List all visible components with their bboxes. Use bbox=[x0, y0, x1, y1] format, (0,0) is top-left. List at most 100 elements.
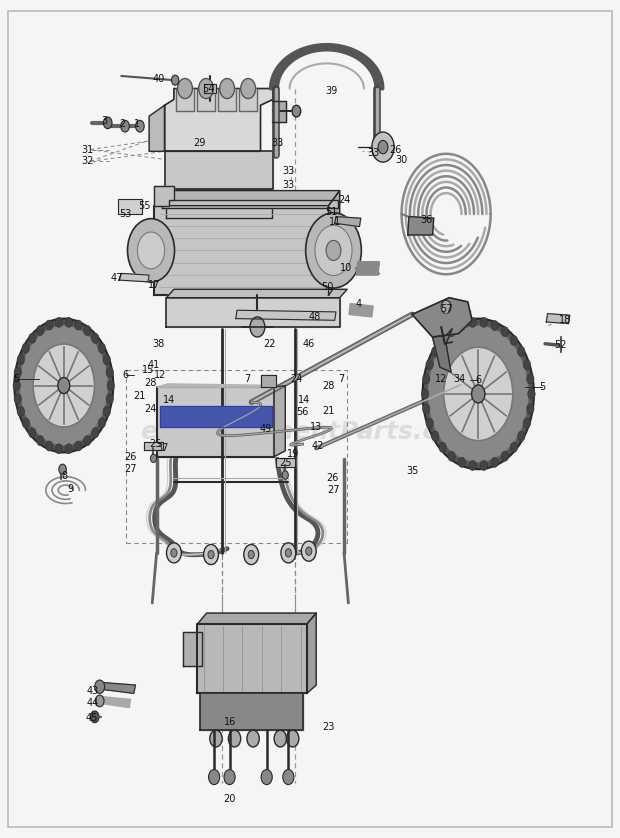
Polygon shape bbox=[329, 190, 340, 295]
Circle shape bbox=[95, 680, 105, 693]
Circle shape bbox=[422, 374, 430, 384]
Circle shape bbox=[523, 418, 531, 428]
Circle shape bbox=[224, 769, 235, 784]
Circle shape bbox=[103, 406, 110, 416]
Circle shape bbox=[378, 141, 388, 154]
Text: 16: 16 bbox=[223, 716, 236, 727]
Circle shape bbox=[306, 547, 312, 556]
Text: 5: 5 bbox=[539, 382, 545, 392]
Polygon shape bbox=[236, 310, 336, 320]
Text: 1: 1 bbox=[134, 119, 140, 129]
Text: 57: 57 bbox=[440, 303, 453, 313]
Polygon shape bbox=[197, 624, 307, 693]
Text: 12: 12 bbox=[435, 374, 448, 384]
Text: 47: 47 bbox=[111, 273, 123, 283]
Text: 54: 54 bbox=[202, 84, 214, 94]
Circle shape bbox=[167, 543, 181, 563]
Text: 26: 26 bbox=[389, 145, 402, 155]
Text: 55: 55 bbox=[138, 200, 151, 210]
Circle shape bbox=[177, 79, 192, 99]
Text: 24: 24 bbox=[144, 404, 157, 414]
Text: 6: 6 bbox=[123, 370, 129, 380]
Text: 34: 34 bbox=[454, 374, 466, 384]
Circle shape bbox=[136, 121, 144, 132]
Circle shape bbox=[326, 241, 341, 261]
Circle shape bbox=[518, 432, 525, 442]
Circle shape bbox=[448, 451, 455, 461]
Text: 15: 15 bbox=[142, 365, 154, 375]
Text: 40: 40 bbox=[153, 75, 164, 85]
Polygon shape bbox=[120, 273, 149, 282]
Circle shape bbox=[171, 549, 177, 557]
Text: 31: 31 bbox=[81, 145, 94, 155]
Circle shape bbox=[17, 354, 25, 365]
Circle shape bbox=[526, 404, 534, 414]
Circle shape bbox=[292, 106, 301, 117]
Circle shape bbox=[491, 320, 498, 330]
Circle shape bbox=[426, 418, 433, 428]
Circle shape bbox=[523, 360, 531, 370]
Circle shape bbox=[439, 442, 446, 453]
Text: 24: 24 bbox=[290, 374, 303, 384]
Circle shape bbox=[151, 454, 157, 463]
Text: 21: 21 bbox=[134, 391, 146, 401]
Polygon shape bbox=[165, 89, 273, 152]
Polygon shape bbox=[101, 682, 136, 693]
Text: 45: 45 bbox=[86, 712, 99, 722]
Circle shape bbox=[241, 79, 255, 99]
Circle shape bbox=[250, 317, 265, 337]
Text: 21: 21 bbox=[322, 406, 335, 416]
Polygon shape bbox=[307, 613, 316, 693]
Circle shape bbox=[444, 347, 513, 441]
Circle shape bbox=[95, 695, 104, 706]
Polygon shape bbox=[260, 375, 276, 387]
Text: 10: 10 bbox=[340, 263, 352, 273]
Text: 36: 36 bbox=[420, 215, 432, 225]
Text: 8: 8 bbox=[61, 471, 68, 481]
Circle shape bbox=[441, 300, 451, 313]
Polygon shape bbox=[176, 89, 193, 111]
Text: 25: 25 bbox=[279, 458, 291, 468]
Circle shape bbox=[14, 318, 113, 453]
Polygon shape bbox=[546, 313, 570, 323]
Circle shape bbox=[37, 436, 44, 446]
Circle shape bbox=[98, 343, 105, 353]
Circle shape bbox=[439, 335, 446, 345]
Text: 32: 32 bbox=[81, 157, 94, 166]
Circle shape bbox=[422, 404, 430, 414]
Text: 46: 46 bbox=[303, 339, 315, 349]
Circle shape bbox=[74, 320, 82, 330]
Circle shape bbox=[59, 464, 66, 474]
Circle shape bbox=[426, 360, 433, 370]
Text: 12: 12 bbox=[154, 370, 167, 380]
Text: 20: 20 bbox=[223, 794, 236, 804]
Polygon shape bbox=[239, 89, 257, 111]
Text: 2: 2 bbox=[119, 119, 125, 129]
Circle shape bbox=[286, 730, 299, 747]
Circle shape bbox=[469, 318, 476, 328]
Circle shape bbox=[301, 541, 316, 561]
Text: 6: 6 bbox=[475, 375, 481, 385]
Circle shape bbox=[526, 374, 534, 384]
Circle shape bbox=[17, 406, 25, 416]
Circle shape bbox=[45, 441, 53, 451]
Text: 26: 26 bbox=[327, 473, 339, 483]
Circle shape bbox=[29, 334, 36, 344]
Circle shape bbox=[480, 318, 487, 328]
Polygon shape bbox=[335, 216, 361, 226]
Text: 7: 7 bbox=[244, 374, 250, 384]
Polygon shape bbox=[200, 693, 303, 730]
Text: 22: 22 bbox=[264, 339, 276, 349]
Circle shape bbox=[121, 121, 130, 132]
Circle shape bbox=[106, 367, 113, 377]
Text: 27: 27 bbox=[327, 485, 340, 495]
Text: 48: 48 bbox=[309, 312, 321, 322]
Circle shape bbox=[219, 79, 234, 99]
Circle shape bbox=[208, 551, 214, 559]
Circle shape bbox=[423, 318, 534, 469]
Circle shape bbox=[92, 334, 99, 344]
Circle shape bbox=[55, 318, 63, 328]
Polygon shape bbox=[433, 328, 452, 372]
Text: 49: 49 bbox=[259, 424, 272, 434]
Circle shape bbox=[528, 389, 535, 399]
